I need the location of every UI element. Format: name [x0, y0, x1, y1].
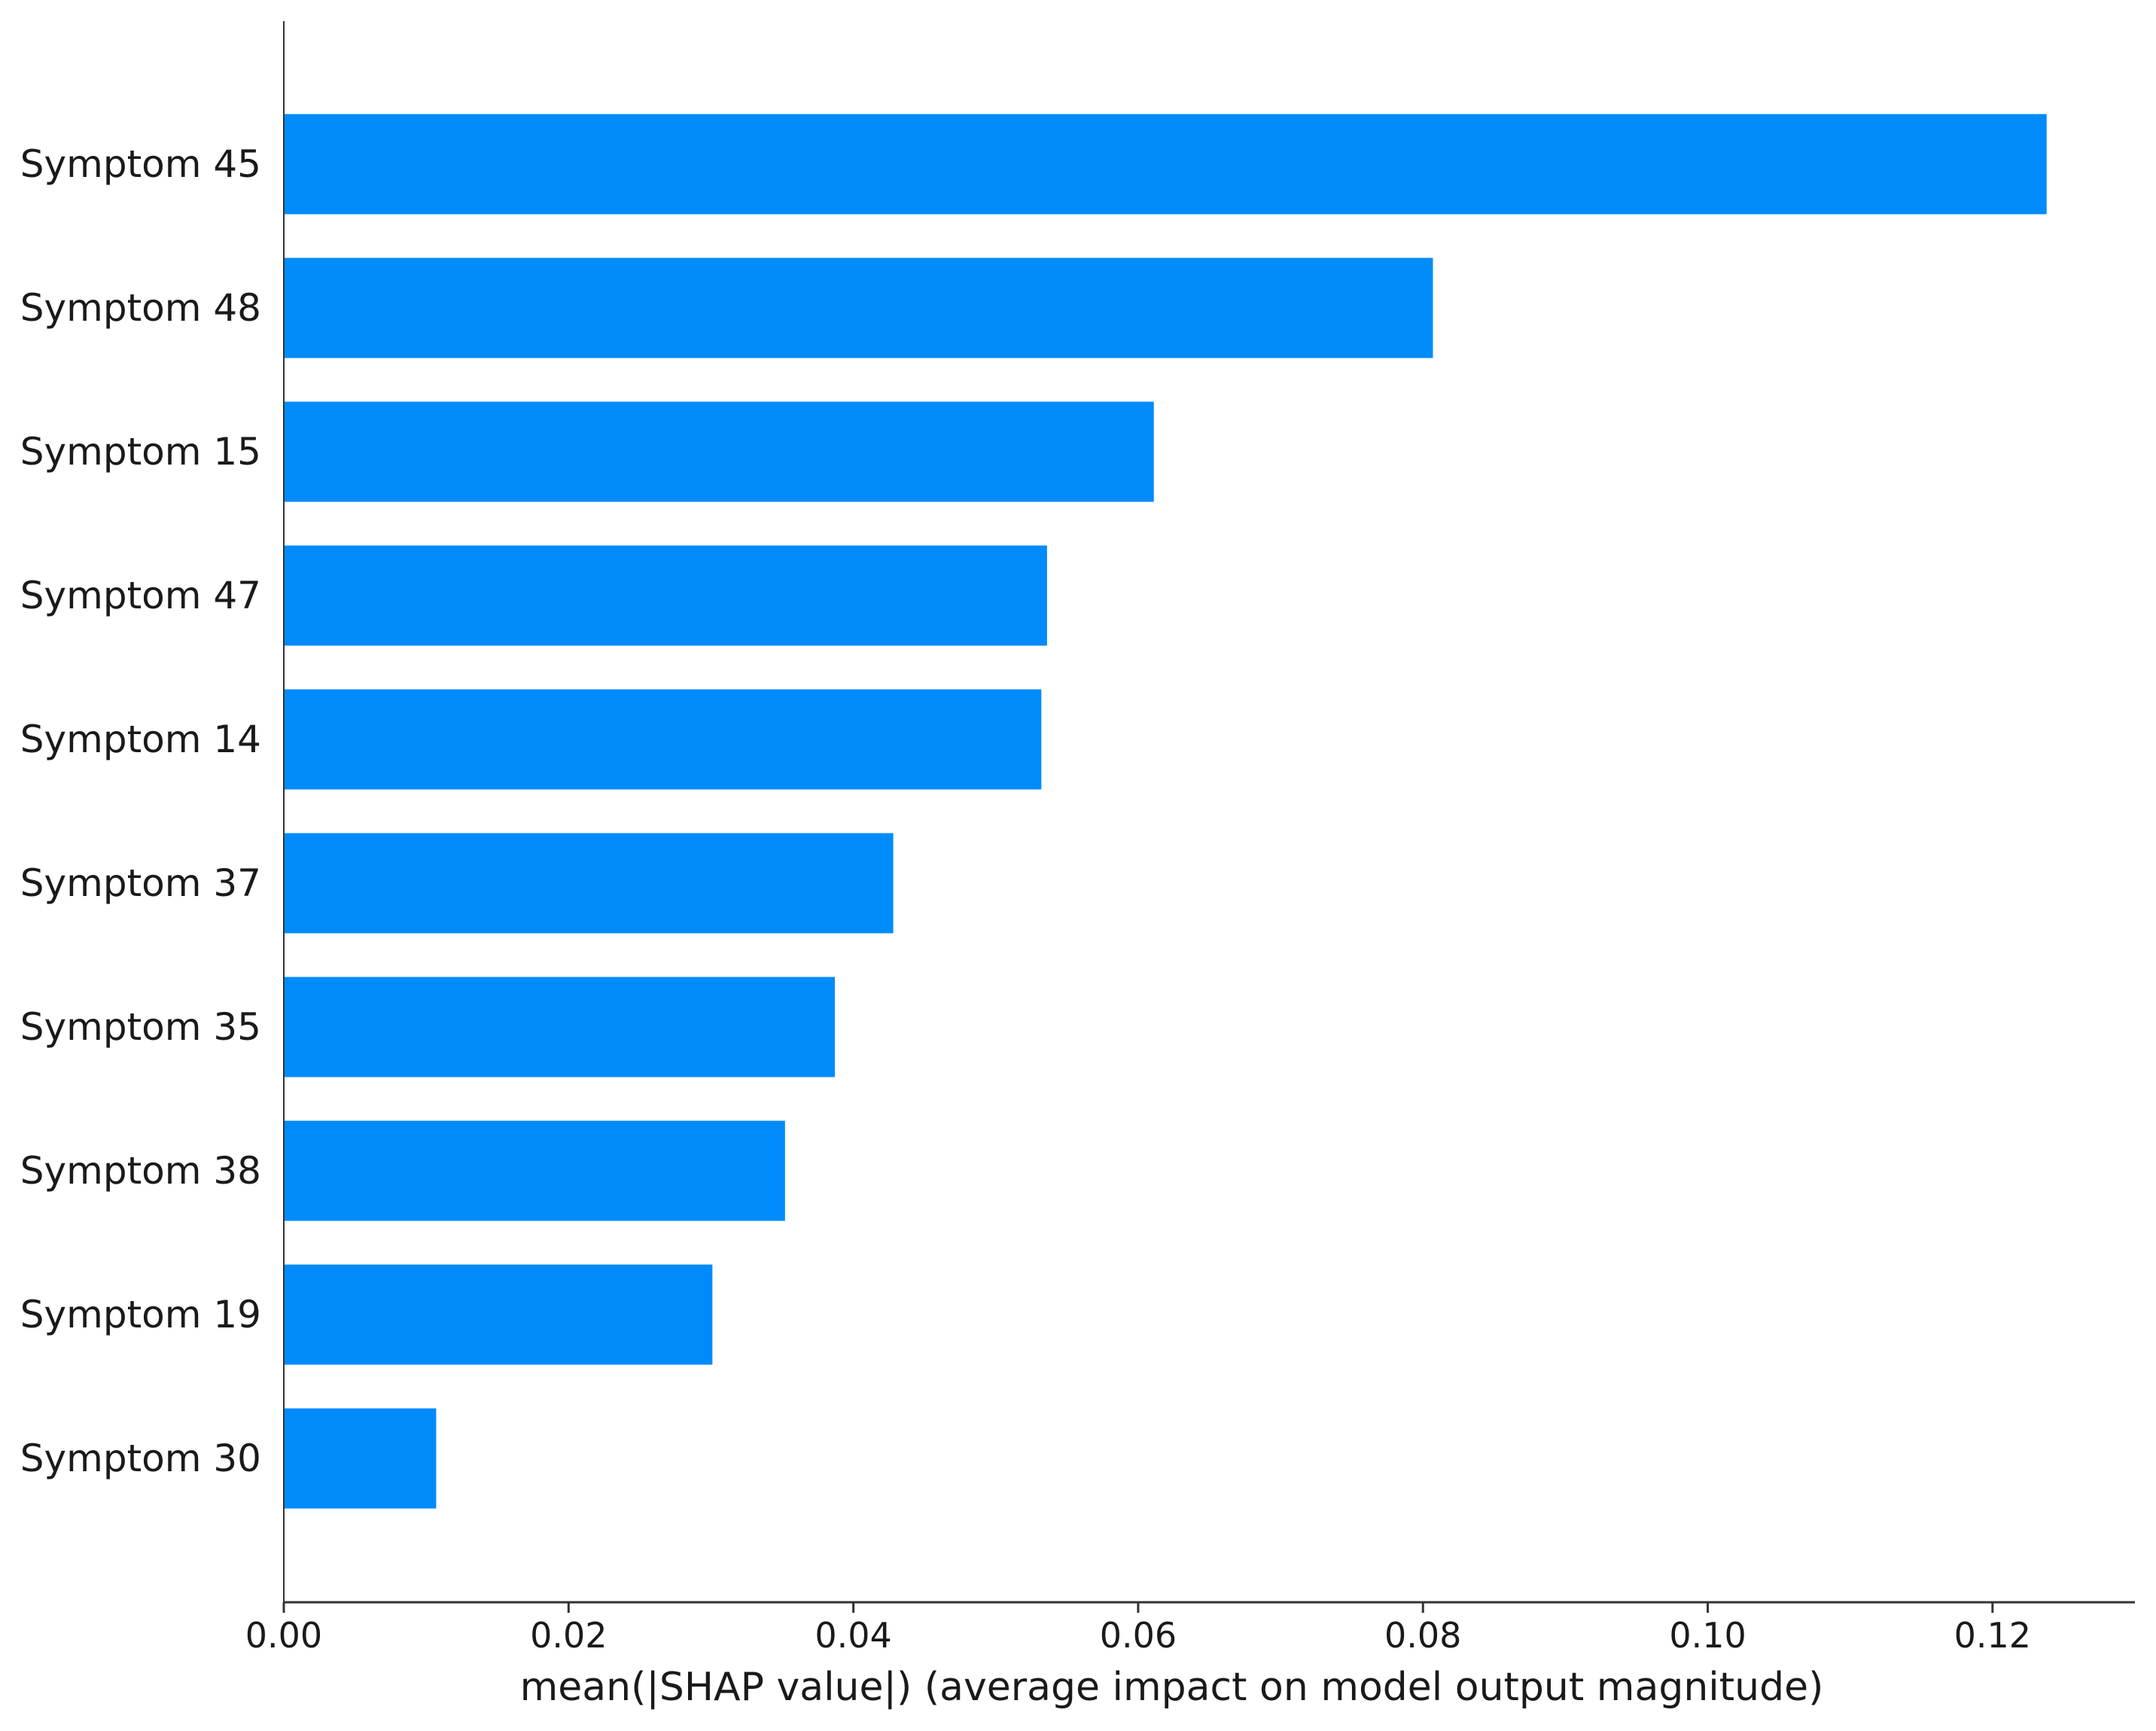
axes: 0.00 0.02 0.04 0.06 0.08 0.10 0.12 [245, 21, 2135, 1656]
x-tick-label: 0.00 [245, 1615, 322, 1656]
x-tick-label: 0.04 [815, 1615, 891, 1656]
category-label: Symptom 45 [20, 142, 261, 186]
category-label: Symptom 35 [20, 1005, 261, 1049]
category-label: Symptom 15 [20, 430, 261, 474]
bar-symptom-47 [284, 545, 1047, 646]
bar-symptom-45 [284, 114, 2047, 215]
category-label: Symptom 38 [20, 1149, 261, 1193]
x-tick-label: 0.06 [1100, 1615, 1177, 1656]
category-label: Symptom 48 [20, 286, 261, 330]
x-tick-label: 0.12 [1954, 1615, 2031, 1656]
bar-symptom-48 [284, 258, 1433, 358]
x-tick-label: 0.08 [1384, 1615, 1461, 1656]
bar-symptom-35 [284, 977, 836, 1077]
bar-symptom-14 [284, 689, 1042, 790]
category-label: Symptom 19 [20, 1293, 261, 1336]
x-axis-title: mean(|SHAP value|) (average impact on mo… [520, 1665, 1824, 1710]
x-tick-label: 0.10 [1669, 1615, 1746, 1656]
category-label: Symptom 47 [20, 574, 261, 617]
x-tick-label: 0.02 [530, 1615, 607, 1656]
category-labels: Symptom 45 Symptom 48 Symptom 15 Symptom 47… [20, 142, 261, 1480]
bar-symptom-19 [284, 1264, 713, 1365]
category-label: Symptom 37 [20, 861, 261, 905]
bar-symptom-37 [284, 833, 894, 934]
category-label: Symptom 30 [20, 1437, 261, 1480]
bars-layer [284, 114, 2047, 1509]
bar-symptom-38 [284, 1120, 785, 1221]
bar-symptom-30 [284, 1408, 437, 1509]
bar-symptom-15 [284, 401, 1154, 502]
category-label: Symptom 14 [20, 718, 261, 761]
